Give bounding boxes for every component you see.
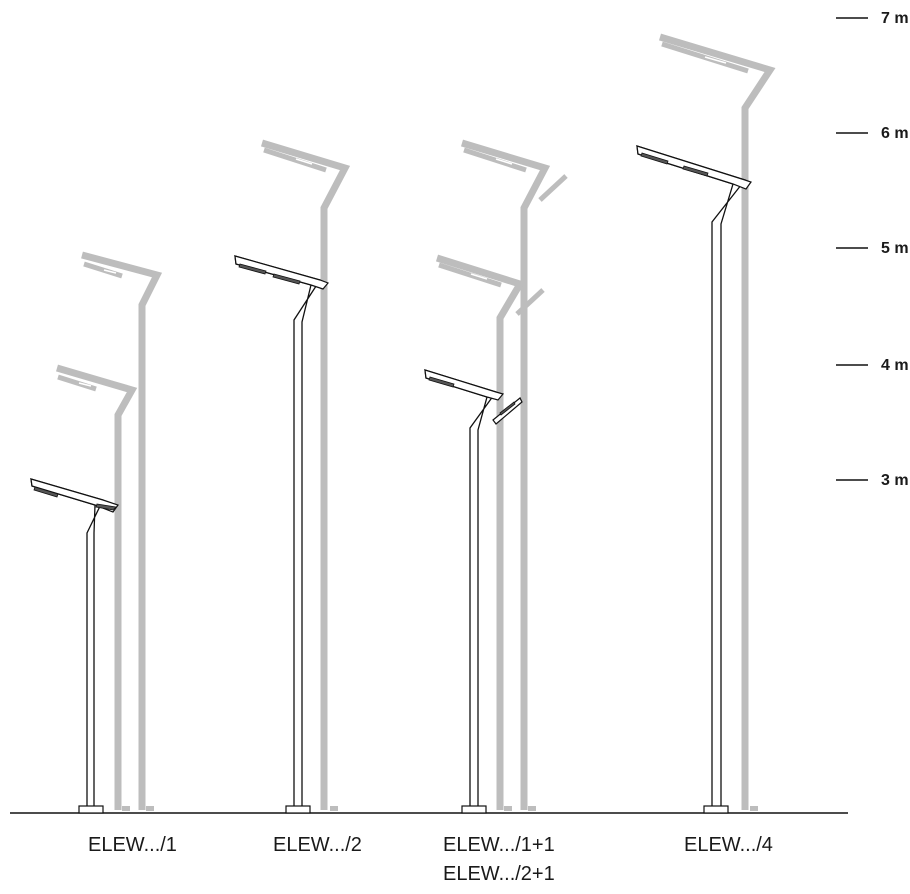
ghost-pole-4m xyxy=(56,364,138,811)
scale-mark-3m: 3 m xyxy=(836,472,909,489)
pole-group-elew-4 xyxy=(636,33,776,814)
pole-elew-2 xyxy=(234,255,330,814)
pole-base xyxy=(461,805,487,814)
pole-label-elew-1: ELEW.../1 xyxy=(88,834,177,856)
ghost-pole-5m xyxy=(81,251,163,811)
scale-mark-6m: 6 m xyxy=(836,125,909,142)
scale-label-3m: 3 m xyxy=(881,472,909,489)
height-scale: 7 m 6 m 5 m 4 m 3 m xyxy=(836,10,909,489)
scale-label-7m: 7 m xyxy=(881,10,909,27)
ghost-pole-6m xyxy=(260,139,351,811)
pole-elew-1 xyxy=(30,478,119,814)
scale-mark-5m: 5 m xyxy=(836,240,909,257)
pole-group-elew-2 xyxy=(234,139,351,814)
pole-label-elew-4: ELEW.../4 xyxy=(684,834,773,856)
scale-label-6m: 6 m xyxy=(881,125,909,142)
pole-label-elew-2-1: ELEW.../2+1 xyxy=(443,863,555,885)
ghost-pole-7m xyxy=(658,33,776,811)
pole-base xyxy=(703,805,729,814)
pole-group-elew-1-1 xyxy=(424,139,568,814)
pole-label-elew-2: ELEW.../2 xyxy=(273,834,362,856)
ghost-pole-6m xyxy=(460,139,568,811)
pole-base xyxy=(285,805,311,814)
scale-mark-7m: 7 m xyxy=(836,10,909,27)
pole-base xyxy=(78,805,104,814)
ghost-pole-5m xyxy=(435,254,545,811)
scale-label-4m: 4 m xyxy=(881,357,909,374)
scale-label-5m: 5 m xyxy=(881,240,909,257)
pole-label-elew-1-1: ELEW.../1+1 xyxy=(443,834,555,856)
pole-elew-4 xyxy=(636,145,752,814)
pole-elew-1-1 xyxy=(424,369,523,814)
scale-mark-4m: 4 m xyxy=(836,357,909,374)
pole-group-elew-1 xyxy=(30,251,163,814)
